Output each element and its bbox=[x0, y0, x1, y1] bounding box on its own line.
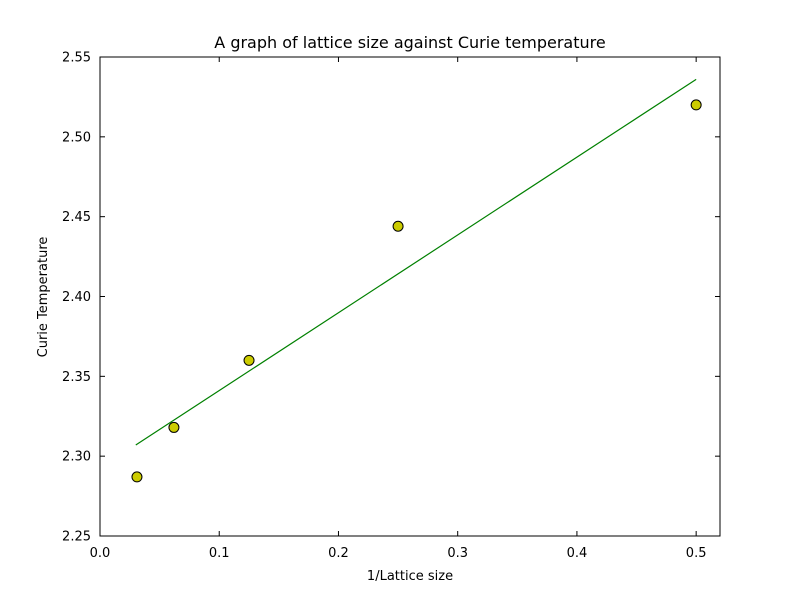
data-point bbox=[243, 354, 255, 366]
x-tick-label: 0.5 bbox=[686, 546, 707, 561]
data-point bbox=[392, 220, 404, 232]
y-tick-label: 2.45 bbox=[62, 210, 91, 225]
x-tick-label: 0.1 bbox=[209, 546, 230, 561]
x-tick-label: 0.2 bbox=[328, 546, 349, 561]
data-point bbox=[168, 421, 180, 433]
y-tick-label: 2.35 bbox=[62, 370, 91, 385]
y-tick-label: 2.30 bbox=[62, 450, 91, 465]
x-axis-label: 1/Lattice size bbox=[367, 569, 453, 584]
data-point bbox=[690, 99, 702, 111]
chart-title: A graph of lattice size against Curie te… bbox=[214, 33, 605, 52]
y-axis-label: Curie Temperature bbox=[36, 237, 51, 358]
x-tick-label: 0.4 bbox=[567, 546, 588, 561]
data-point bbox=[131, 471, 143, 483]
y-tick-label: 2.50 bbox=[62, 130, 91, 145]
axes-frame bbox=[99, 56, 721, 537]
y-tick-label: 2.40 bbox=[62, 290, 91, 305]
fit-line bbox=[135, 78, 697, 446]
x-tick-label: 0.0 bbox=[90, 546, 111, 561]
x-tick-label: 0.3 bbox=[447, 546, 468, 561]
y-tick-label: 2.55 bbox=[62, 51, 91, 66]
y-tick-label: 2.25 bbox=[62, 530, 91, 545]
